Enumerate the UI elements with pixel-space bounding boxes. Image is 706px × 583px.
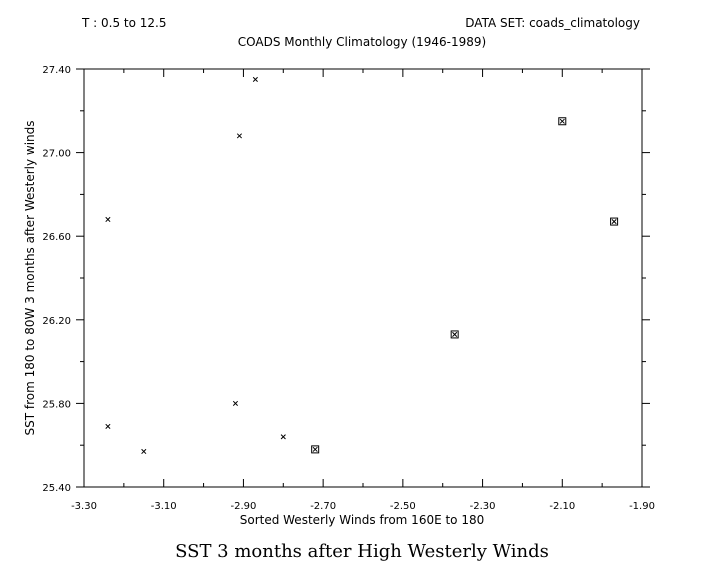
y-axis-label: SST from 180 to 80W 3 months after Weste…: [23, 120, 37, 435]
x-marker-point: [252, 76, 258, 83]
boxed-marker-point: [558, 117, 567, 126]
x-marker-point: [280, 434, 286, 440]
figure-caption: SST 3 months after High Westerly Winds: [175, 541, 549, 562]
x-marker-point: [236, 133, 242, 139]
boxed-marker-point: [610, 217, 619, 226]
x-tick-labels: -3.30 -3.10 -2.90 -2.70 -2.50 -2.30 -2.10 -1.90: [71, 501, 655, 512]
plot-frame: [83, 68, 643, 488]
x-tick-label: -2.10: [549, 501, 575, 512]
y-tick-label: 25.40: [42, 483, 71, 494]
dataset-label: DATA SET: coads_climatology: [465, 16, 640, 30]
x-axis-label: Sorted Westerly Winds from 160E to 180: [240, 513, 485, 527]
y-tick-label: 26.20: [42, 316, 71, 327]
chart-subtitle: COADS Monthly Climatology (1946-1989): [238, 35, 486, 49]
x-tick-label: -3.30: [71, 501, 97, 512]
y-tick-label: 26.60: [42, 232, 71, 243]
x-marker-point: [105, 423, 111, 429]
boxed-marker-point: [311, 445, 320, 454]
x-marker-point: [232, 400, 239, 406]
time-range-label: T : 0.5 to 12.5: [81, 16, 166, 30]
x-tick-label: -2.30: [470, 501, 496, 512]
x-tick-label: -2.90: [230, 501, 256, 512]
y-tick-label: 27.40: [42, 65, 71, 76]
boxed-marker-point: [450, 330, 459, 339]
x-tick-label: -2.50: [390, 501, 416, 512]
x-marker-point: [141, 448, 147, 455]
x-marker-point: [105, 216, 111, 223]
y-tick-labels: 25.40 25.80 26.20 26.60 27.00 27.40: [42, 65, 71, 494]
axis-ticks: [76, 68, 650, 488]
x-tick-label: -2.70: [310, 501, 336, 512]
y-tick-label: 25.80: [42, 399, 71, 410]
data-points: [105, 76, 619, 455]
x-tick-label: -1.90: [629, 501, 655, 512]
x-tick-label: -3.10: [151, 501, 177, 512]
y-tick-label: 27.00: [42, 149, 71, 160]
